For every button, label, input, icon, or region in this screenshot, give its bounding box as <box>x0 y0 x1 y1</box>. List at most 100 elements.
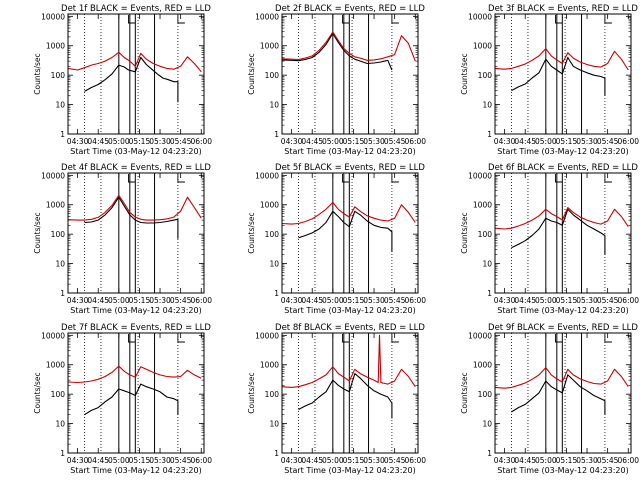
interval-marker <box>341 174 350 183</box>
panel-det-7: Det 7f BLACK = Events, RED = LLD 1 10 100 10… <box>33 323 212 475</box>
x-tick-label: 05:00 <box>322 296 344 305</box>
y-tick-label: 100 <box>478 390 493 399</box>
interval-marker <box>177 174 185 183</box>
y-tick-label: 10000 <box>41 12 65 21</box>
y-tick-label: 1000 <box>473 42 492 51</box>
x-tick-label: 05:30 <box>363 456 385 465</box>
panel-det-2: Det 2f BLACK = Events, RED = LLD 1 10 100 10… <box>247 4 426 156</box>
x-tick-label: 04:45 <box>301 137 323 146</box>
panel-det-5: Det 5f BLACK = Events, RED = LLD 1 10 100 10… <box>247 163 426 315</box>
lld-series-line <box>67 194 202 221</box>
x-tick-label: 05:15 <box>556 137 578 146</box>
x-tick-label: 06:00 <box>190 296 212 305</box>
x-tick-label: 05:00 <box>535 137 557 146</box>
x-axis-label: Start Time (03-May-12 04:23:20) <box>497 147 628 156</box>
events-series-line <box>281 32 393 71</box>
interval-marker <box>554 15 563 24</box>
x-tick-label: 05:45 <box>170 137 192 146</box>
y-tick-label: 1000 <box>46 361 65 370</box>
x-tick-label: 05:45 <box>597 296 619 305</box>
x-tick-label: 05:45 <box>597 137 619 146</box>
interval-marker <box>127 334 136 343</box>
x-tick-label: 04:45 <box>514 456 536 465</box>
x-tick-label: 06:00 <box>404 137 426 146</box>
y-tick-label: 10000 <box>255 12 279 21</box>
panel-det-4: Det 4f BLACK = Events, RED = LLD 1 10 100 10… <box>33 163 212 315</box>
plot-frame <box>281 13 419 135</box>
y-axis-label: Counts/sec <box>33 372 42 413</box>
y-tick-label: 100 <box>51 230 66 239</box>
x-tick-label: 05:45 <box>597 456 619 465</box>
interval-marker <box>391 15 399 24</box>
x-tick-label: 06:00 <box>190 456 212 465</box>
x-tick-label: 04:45 <box>87 296 109 305</box>
y-axis-label: Counts/sec <box>247 53 256 94</box>
x-tick-label: 05:45 <box>384 296 406 305</box>
x-tick-label: 04:30 <box>281 137 303 146</box>
plot-frame <box>67 172 205 294</box>
x-tick-label: 06:00 <box>617 456 639 465</box>
panel-title: Det 8f BLACK = Events, RED = LLD <box>275 323 425 333</box>
panel-title: Det 3f BLACK = Events, RED = LLD <box>488 4 638 14</box>
y-tick-label: 1 <box>487 130 492 139</box>
x-tick-label: 05:15 <box>129 456 151 465</box>
x-tick-label: 04:30 <box>494 456 516 465</box>
x-tick-label: 04:30 <box>494 137 516 146</box>
y-tick-label: 1000 <box>260 42 279 51</box>
plot-frame <box>494 13 632 135</box>
x-tick-label: 05:30 <box>363 296 385 305</box>
x-tick-label: 04:45 <box>87 137 109 146</box>
plot-frame <box>494 332 632 454</box>
x-tick-label: 05:45 <box>170 296 192 305</box>
y-axis-label: Counts/sec <box>33 212 42 253</box>
x-tick-label: 05:30 <box>576 296 598 305</box>
x-axis-label: Start Time (03-May-12 04:23:20) <box>284 306 415 315</box>
x-tick-label: 06:00 <box>617 296 639 305</box>
y-tick-label: 1 <box>60 289 65 298</box>
y-tick-label: 10000 <box>468 331 492 340</box>
plot-frame <box>281 172 419 294</box>
y-tick-label: 1 <box>60 449 65 458</box>
y-tick-label: 10 <box>482 260 492 269</box>
x-axis-label: Start Time (03-May-12 04:23:20) <box>284 466 415 475</box>
y-tick-label: 10000 <box>468 171 492 180</box>
x-tick-label: 04:30 <box>67 296 89 305</box>
interval-marker <box>554 334 563 343</box>
interval-marker <box>391 174 399 183</box>
plot-frame <box>67 332 205 454</box>
x-tick-label: 04:30 <box>281 296 303 305</box>
plot-frame <box>281 332 419 454</box>
x-tick-label: 05:00 <box>108 137 130 146</box>
events-series-line <box>511 374 606 415</box>
interval-marker <box>604 174 612 183</box>
y-tick-label: 100 <box>51 71 66 80</box>
x-tick-label: 05:00 <box>322 456 344 465</box>
x-tick-label: 04:45 <box>87 456 109 465</box>
x-axis-label: Start Time (03-May-12 04:23:20) <box>70 466 201 475</box>
interval-marker <box>391 334 399 343</box>
x-tick-label: 05:00 <box>535 296 557 305</box>
y-tick-label: 10000 <box>255 331 279 340</box>
y-tick-label: 10000 <box>41 171 65 180</box>
events-series-line <box>511 56 606 96</box>
panel-det-6: Det 6f BLACK = Events, RED = LLD 1 10 100 10… <box>460 163 639 315</box>
x-tick-label: 06:00 <box>617 137 639 146</box>
x-tick-label: 06:00 <box>190 137 212 146</box>
x-tick-label: 06:00 <box>404 456 426 465</box>
x-tick-label: 05:15 <box>343 137 365 146</box>
y-tick-label: 10 <box>482 101 492 110</box>
x-tick-label: 05:30 <box>149 296 171 305</box>
events-series-line <box>298 210 393 252</box>
events-series-line <box>511 208 606 255</box>
y-axis-label: Counts/sec <box>460 372 469 413</box>
lld-series-line <box>281 334 416 388</box>
y-tick-label: 10 <box>269 101 279 110</box>
y-tick-label: 10 <box>482 420 492 429</box>
panel-det-1: Det 1f BLACK = Events, RED = LLD 1 10 100 10… <box>33 4 212 156</box>
events-series-line <box>84 196 179 239</box>
x-tick-label: 05:00 <box>108 296 130 305</box>
y-tick-label: 10000 <box>41 331 65 340</box>
lld-series-line <box>494 48 629 71</box>
events-series-line <box>298 373 393 419</box>
